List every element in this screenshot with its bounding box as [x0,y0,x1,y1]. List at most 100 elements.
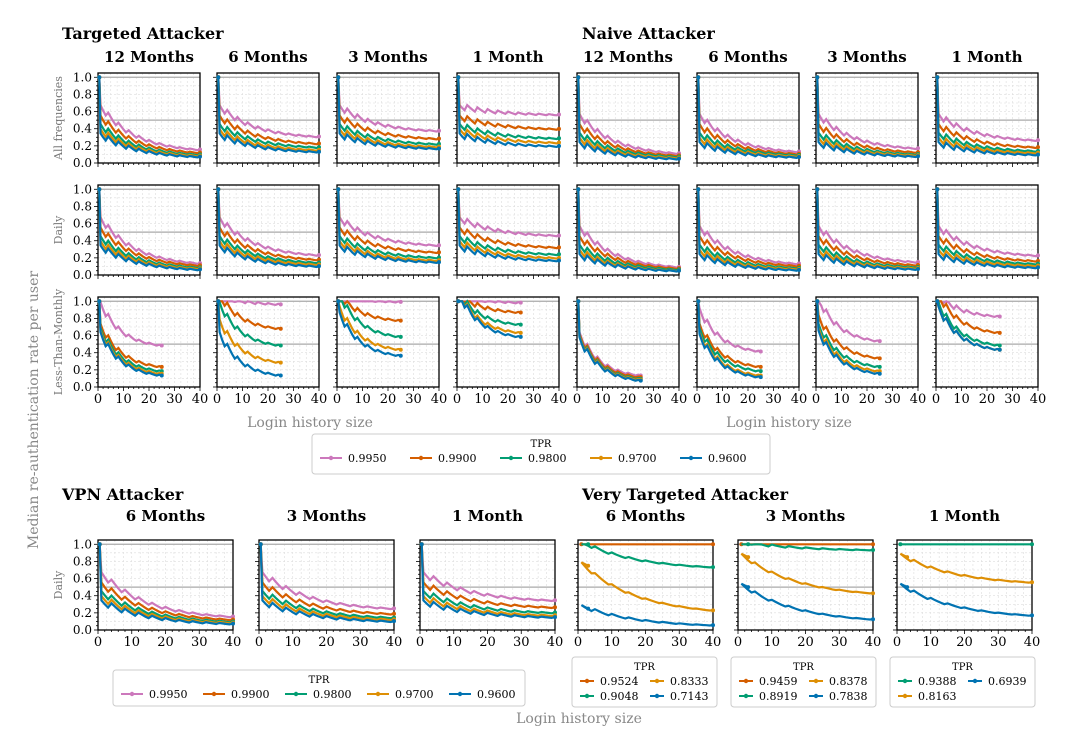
xtick-label: 40 [192,392,209,407]
series-point [159,373,164,378]
series-line-0.9700 [217,77,320,152]
ytick-label: 0.6 [73,105,92,119]
xtick-label: 20 [479,635,496,650]
series-line-0.9950 [457,77,560,117]
legend: TPR 0.9524 0.8333 0.9048 0.7143 [571,656,718,708]
series-point [877,364,882,369]
xtick-label: 30 [1004,392,1021,407]
ytick-label: 0.8 [73,87,92,101]
series-point [278,343,283,348]
series-point [898,542,903,547]
xtick-label: 20 [979,392,996,407]
legend-title: TPR [634,662,655,673]
series-point [97,542,102,547]
series-point [711,542,715,547]
xtick-label: 0 [255,635,263,650]
series-point [871,547,875,552]
series-point [711,623,715,628]
series-point [278,360,283,365]
legend-entry-label: 0.9048 [600,690,639,703]
subplot-naive-12-months: 0 10 20 30 40 [573,296,687,407]
series-line-0.9600 [337,301,402,357]
series-point [797,267,801,272]
series-point [398,353,403,358]
series-line-0.9600 [98,77,201,159]
series-line-0.9950 [816,189,919,264]
legend-marker-dot [813,678,819,684]
xtick-label: 10 [123,635,140,650]
series-point [677,156,681,161]
series-point [758,349,763,354]
subplot-naive-6-months [693,184,801,279]
series-line-0.9800 [98,77,201,157]
xtick-label: 40 [311,392,328,407]
series-point [746,542,751,547]
xtick-label: 40 [705,635,722,650]
series-line-0.9950 [457,189,560,238]
xtick-label: 20 [797,635,814,650]
series-point [198,154,202,159]
legend-marker-dot [598,455,604,461]
series-point [317,141,321,146]
series-point [398,347,403,352]
ytick-label: 1.0 [73,537,92,551]
legend-title: TPR [952,662,973,673]
row-label: Daily [52,215,65,244]
xtick-label: 0 [94,635,102,650]
series-line-0.9700 [98,77,201,158]
xtick-label: 0 [574,635,582,650]
series-line-0.9900 [457,189,560,250]
subplot-targeted-12-months: 0.0 0.2 0.4 0.6 0.8 1.0 [73,70,202,170]
series-point [97,187,102,192]
legend-entry-label: 0.9600 [477,688,516,701]
xtick-label: 30 [166,392,183,407]
series-point [815,299,820,304]
series-line-0.8333 [580,561,714,612]
series-line-0.9600 [457,189,560,263]
series-line-0.9950 [577,189,680,269]
xtick-label: 30 [645,392,662,407]
xtick-label: 30 [990,635,1007,650]
legend-marker-dot [584,693,590,699]
series-point [997,343,1002,348]
legend-marker-dot [688,455,694,461]
series-point [916,267,920,272]
series-point [586,606,591,611]
series-point [905,555,910,560]
subplot-targeted-6-months [213,72,321,167]
subplot-very-targeted-6-months: 0 10 20 30 40 [574,539,722,650]
series-line-0.9900 [816,189,919,267]
series-line-0.9600 [577,189,680,273]
series-line-0.8378 [740,552,874,595]
series-point [216,299,221,304]
xtick-label: 20 [141,392,158,407]
xtick-label: 10 [714,392,731,407]
series-line-0.9900 [218,300,282,331]
series-line-0.9900 [937,300,1001,335]
series-line-0.9950 [259,544,395,611]
legend-entry-label: 0.8378 [829,675,868,688]
series-point [576,187,581,192]
series-line-0.9900 [337,77,440,141]
legend: TPR 0.9950 0.9900 0.9800 0.9700 0.9600 [112,669,526,707]
xtick-label: 30 [831,635,848,650]
series-point [518,322,523,327]
subplot-naive-3-months [812,72,920,167]
legend-marker-dot [457,691,463,697]
series-line-0.9950 [217,77,320,139]
ytick-label: 0.0 [73,623,92,637]
series-line-0.9700 [936,77,1039,155]
series-line-0.9900 [217,189,320,262]
series-line-0.9800 [816,189,919,269]
series-line-0.9600 [337,189,440,265]
legend-entry-label: 0.9950 [149,688,188,701]
series-point [398,334,403,339]
series-line-0.9700 [457,77,560,145]
group-title-very-targeted: Very Targeted Attacker [581,485,789,504]
series-line-0.9800 [816,301,881,369]
series-point [797,155,801,160]
series-point [398,299,403,304]
legend-marker-dot [654,678,660,684]
series-point [437,260,441,265]
series-point [159,343,164,348]
